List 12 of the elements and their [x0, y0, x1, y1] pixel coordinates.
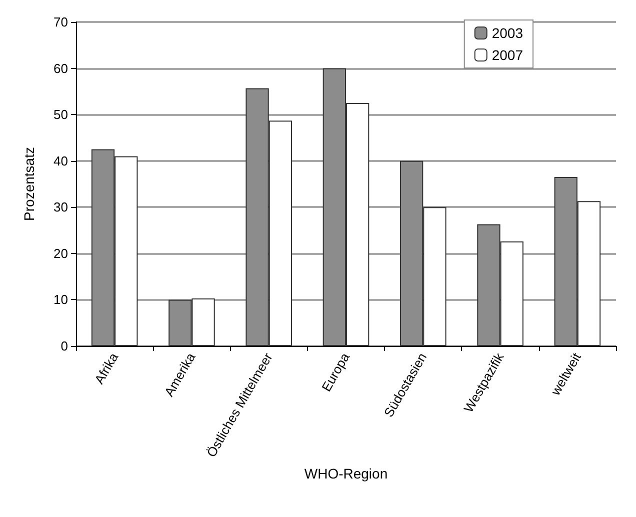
x-axis-title: WHO-Region: [304, 466, 388, 482]
y-tick-label: 10: [54, 292, 68, 308]
y-tick-label: 30: [54, 200, 68, 215]
y-tick-label: 70: [54, 14, 68, 30]
legend-label: 2003: [492, 25, 524, 41]
y-tick-label: 0: [60, 338, 68, 354]
y-tick-label: 50: [54, 107, 68, 122]
y-axis-title: Prozentsatz: [21, 147, 37, 221]
legend-label: 2007: [492, 47, 524, 63]
y-tick-label: 40: [54, 153, 68, 168]
y-tick-label: 60: [54, 60, 68, 76]
y-tick-label: 20: [54, 246, 68, 261]
